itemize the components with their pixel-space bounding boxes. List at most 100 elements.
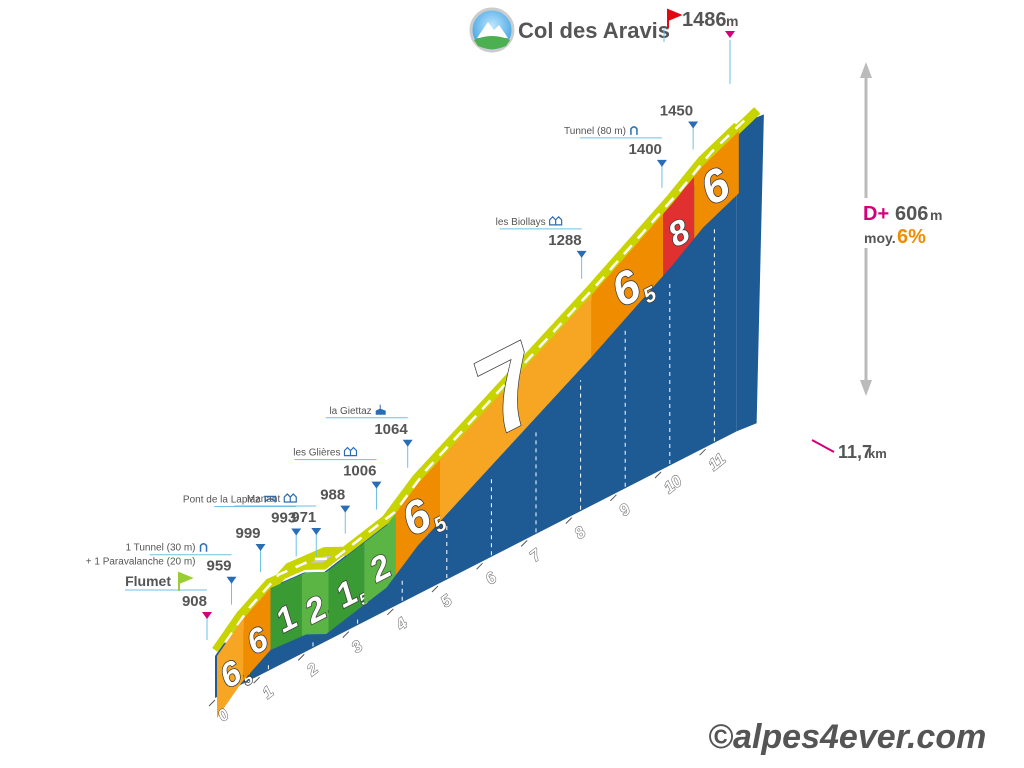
summit-marker-icon: [725, 31, 735, 38]
altitude-marker-icon: [371, 481, 382, 489]
end-wall: [736, 114, 764, 432]
landmark-altitude: 993: [271, 509, 296, 526]
km-tick-label: 5: [438, 592, 456, 612]
km-tick-mark: [699, 448, 706, 456]
dplus-value: 606: [895, 203, 928, 225]
gradient-segment: [395, 459, 440, 576]
km-tick-label: 11: [706, 451, 730, 475]
km-dashed-lines: [267, 227, 715, 670]
landmark-altitude: 1064: [374, 421, 408, 438]
landmark-labels: 908 Flumet 959 1 Tunnel (30 m) + 1 Paravalan…: [86, 103, 699, 640]
summit-altitude: 1486: [682, 9, 727, 31]
gradient-segment: [301, 570, 329, 637]
gradient-segment: [663, 176, 695, 276]
distance-leader-line: [811, 439, 835, 453]
gradient-segment: [694, 131, 739, 239]
landmark-name: les Biollays: [496, 217, 546, 228]
landmark-altitude: 1006: [343, 463, 376, 480]
total-distance: 11,7: [838, 442, 872, 462]
summit-red-flag-icon: [667, 8, 683, 28]
km-tick-label: 9: [616, 501, 634, 520]
altitude-marker-icon: [402, 439, 413, 447]
landmark: 988: [320, 487, 351, 534]
distance-block: 11,7 km: [811, 439, 887, 462]
gradient-segment: [243, 588, 271, 681]
houses-icon: [549, 216, 563, 226]
landmark: 908 Flumet: [125, 571, 212, 640]
landmark-altitude: 908: [182, 593, 207, 610]
logo-mountain-icon: [477, 22, 508, 38]
church-icon: [375, 404, 386, 415]
landmark-altitude: 988: [320, 487, 345, 504]
tunnel-icon: [630, 126, 638, 135]
landmark-altitude: 999: [235, 525, 260, 542]
landmark: 1450: [660, 103, 699, 150]
landmark-name: Manant: [247, 494, 281, 505]
road-center-line: [224, 116, 748, 644]
bridge-icon: [264, 495, 277, 503]
front-wall: [215, 131, 737, 699]
stats-bg: [856, 198, 956, 248]
gradient-segment: [440, 294, 592, 522]
gradient-segment: [217, 618, 244, 718]
km-tick-label: 0: [215, 706, 233, 725]
km-tick-mark: [476, 562, 483, 570]
km-tick-label: 2: [303, 661, 321, 681]
title-block: Col des Aravis 1486 m: [469, 7, 738, 84]
copyright: ©alpes4ever.com: [708, 718, 986, 756]
landmark-altitude: 971: [291, 509, 316, 526]
dplus-label: D+: [863, 203, 889, 225]
altitude-marker-icon: [255, 544, 266, 552]
distance-unit: km: [868, 446, 887, 461]
gradient-segments: 6561251526576586: [216, 131, 739, 718]
km-tick-label: 8: [572, 524, 590, 543]
dplus-unit: m: [930, 207, 942, 223]
km-tick-mark: [431, 585, 439, 593]
landmark-name: la Giettaz: [329, 406, 371, 417]
km-tick-mark: [610, 494, 617, 502]
km-tick-mark: [297, 654, 305, 661]
landmark-name: Tunnel (80 m): [564, 126, 626, 137]
landmark-name-2: + 1 Paravalanche (20 m): [86, 557, 196, 568]
logo-hill-icon: [474, 36, 510, 49]
gradient-segment: [328, 542, 365, 633]
altitude-marker-icon: [340, 505, 351, 513]
altitude-marker-icon: [688, 121, 699, 129]
km-tick-mark: [253, 676, 260, 684]
green-flag-icon: [178, 571, 194, 591]
altitude-marker-icon: [656, 159, 667, 167]
gradient-segment: [270, 574, 302, 651]
altitude-marker-icon: [226, 576, 237, 584]
altitude-marker-icon: [311, 528, 322, 536]
landmark: 959 1 Tunnel (30 m) + 1 Paravalanche (20 m…: [86, 543, 237, 605]
landmark: 999: [235, 525, 266, 573]
km-tick-mark: [342, 631, 350, 638]
landmark-altitude: 959: [206, 558, 231, 575]
altitude-marker-icon: [202, 612, 212, 619]
km-tick-label: 7: [527, 546, 545, 566]
stats-block: D+ 606 m moy. 6%: [856, 62, 956, 396]
page-title: Col des Aravis: [518, 18, 670, 43]
km-tick-mark: [654, 471, 662, 479]
tunnel-icon: [199, 542, 208, 552]
avg-label: moy.: [864, 230, 896, 246]
avg-value: 6%: [897, 226, 926, 248]
landmark: 993 Pont de la Lapiaz: [183, 494, 302, 557]
landmark-name: les Glières: [293, 448, 340, 459]
houses-icon: [343, 446, 358, 457]
summit-unit: m: [726, 13, 738, 29]
km-tick-label: 3: [349, 638, 367, 657]
km-tick-label: 4: [393, 615, 411, 635]
houses-icon: [283, 493, 297, 503]
landmark-name: 1 Tunnel (30 m): [125, 543, 195, 554]
km-tick-label: 1: [260, 683, 278, 702]
km-tick-mark: [565, 517, 573, 524]
altitude-marker-icon: [576, 250, 587, 258]
landmark-altitude: 1288: [548, 232, 581, 249]
landmark-altitude: 1450: [660, 103, 693, 120]
km-tick-mark: [520, 540, 528, 547]
